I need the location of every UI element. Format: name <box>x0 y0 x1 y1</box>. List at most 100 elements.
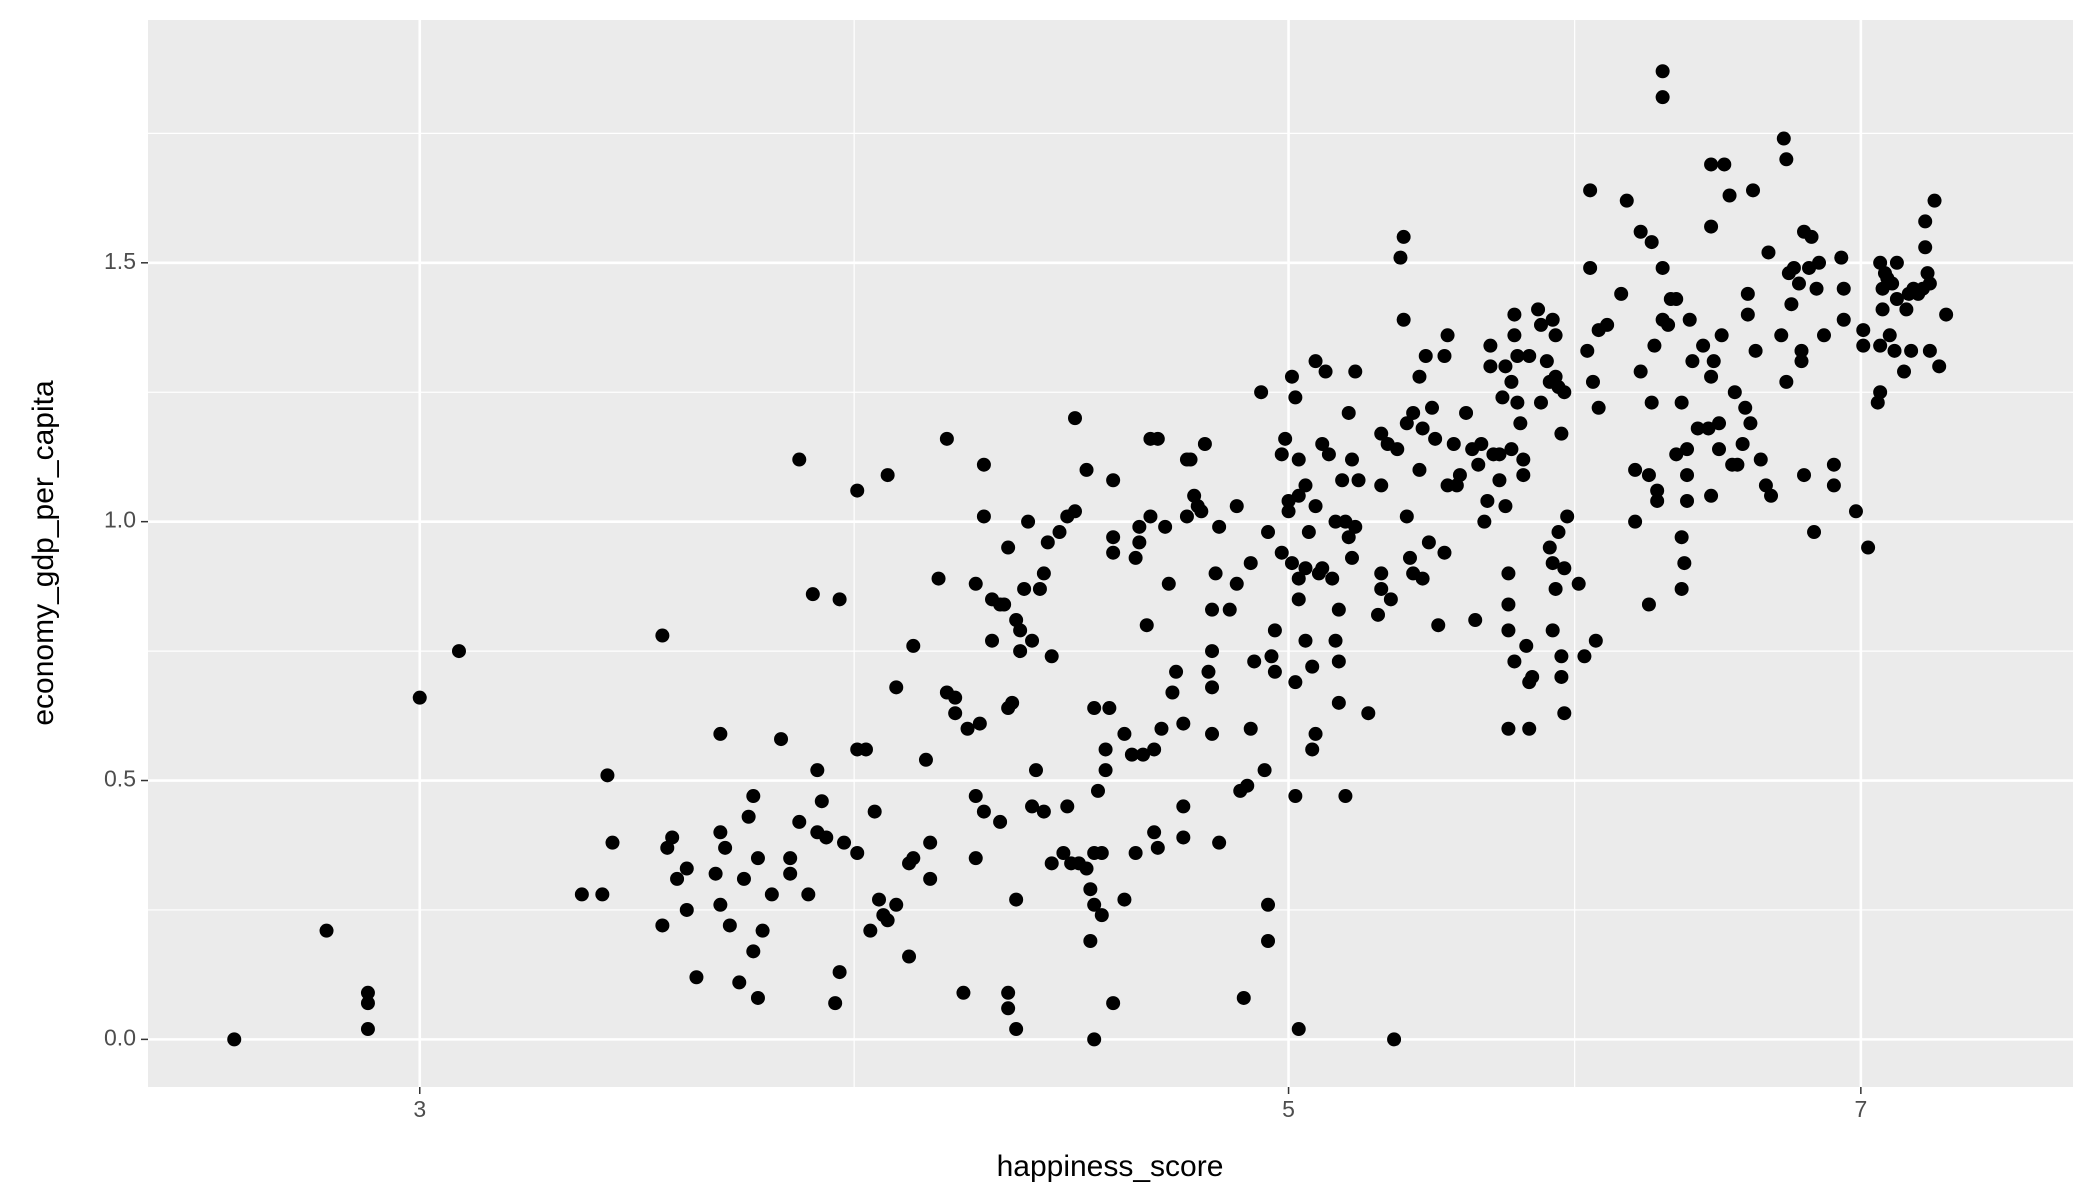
point <box>1229 576 1244 591</box>
point <box>679 902 694 917</box>
point <box>1267 623 1282 638</box>
x-tick-label: 3 <box>413 1096 426 1122</box>
point <box>1344 550 1359 565</box>
point <box>1288 789 1303 804</box>
y-tick-label: 1.5 <box>104 248 136 274</box>
point <box>1298 478 1313 493</box>
point <box>1328 514 1343 529</box>
point <box>1730 457 1745 472</box>
point <box>923 835 938 850</box>
point <box>1483 338 1498 353</box>
point <box>1939 307 1954 322</box>
point <box>889 897 904 912</box>
point <box>732 975 747 990</box>
point <box>746 789 761 804</box>
point <box>1501 597 1516 612</box>
point <box>1882 328 1897 343</box>
point <box>918 752 933 767</box>
point <box>1474 437 1489 452</box>
point <box>1179 509 1194 524</box>
point <box>1205 644 1220 659</box>
point <box>736 871 751 886</box>
point <box>1786 260 1801 275</box>
point <box>1669 447 1684 462</box>
point <box>1143 509 1158 524</box>
point <box>1335 473 1350 488</box>
point <box>1331 602 1346 617</box>
point <box>1288 390 1303 405</box>
point <box>993 814 1008 829</box>
point <box>976 509 991 524</box>
point <box>1722 188 1737 203</box>
point <box>1580 343 1595 358</box>
point <box>1117 892 1132 907</box>
point <box>1779 374 1794 389</box>
point <box>1501 623 1516 638</box>
point <box>1338 789 1353 804</box>
point <box>1477 514 1492 529</box>
point <box>1240 778 1255 793</box>
point <box>1887 343 1902 358</box>
point <box>1132 519 1147 534</box>
point <box>1674 530 1689 545</box>
point <box>755 923 770 938</box>
point <box>1560 509 1575 524</box>
point <box>1278 431 1293 446</box>
point <box>1504 374 1519 389</box>
point <box>1348 519 1363 534</box>
point <box>1412 462 1427 477</box>
point <box>814 794 829 809</box>
point <box>1247 654 1262 669</box>
point <box>1779 152 1794 167</box>
point <box>1128 845 1143 860</box>
point <box>1106 473 1121 488</box>
point <box>1510 395 1525 410</box>
point <box>1875 302 1890 317</box>
point <box>1927 193 1942 208</box>
point <box>1922 276 1937 291</box>
point <box>689 970 704 985</box>
point <box>1748 343 1763 358</box>
point <box>319 923 334 938</box>
point <box>1040 535 1055 550</box>
point <box>1753 452 1768 467</box>
point <box>713 726 728 741</box>
point <box>1548 328 1563 343</box>
point <box>1117 726 1132 741</box>
point <box>1743 416 1758 431</box>
point <box>939 431 954 446</box>
point <box>1437 545 1452 560</box>
point <box>1554 649 1569 664</box>
point <box>1331 695 1346 710</box>
point <box>1415 571 1430 586</box>
point <box>1291 452 1306 467</box>
point <box>1794 343 1809 358</box>
point <box>1682 312 1697 327</box>
point <box>1001 985 1016 1000</box>
point <box>1701 421 1716 436</box>
point <box>1836 312 1851 327</box>
point <box>880 468 895 483</box>
point <box>1583 183 1598 198</box>
point <box>1158 519 1173 534</box>
point <box>1856 338 1871 353</box>
point <box>1545 623 1560 638</box>
point <box>1740 307 1755 322</box>
point <box>1150 840 1165 855</box>
point <box>1009 1022 1024 1037</box>
point <box>1208 566 1223 581</box>
point <box>1351 473 1366 488</box>
point <box>1261 934 1276 949</box>
point <box>1492 447 1507 462</box>
point <box>1009 892 1024 907</box>
point <box>774 732 789 747</box>
point <box>1094 908 1109 923</box>
point <box>1545 312 1560 327</box>
point <box>1393 250 1408 265</box>
point <box>1094 845 1109 860</box>
point <box>1794 354 1809 369</box>
point <box>1588 633 1603 648</box>
point <box>1712 442 1727 457</box>
point <box>1284 369 1299 384</box>
point <box>1633 364 1648 379</box>
